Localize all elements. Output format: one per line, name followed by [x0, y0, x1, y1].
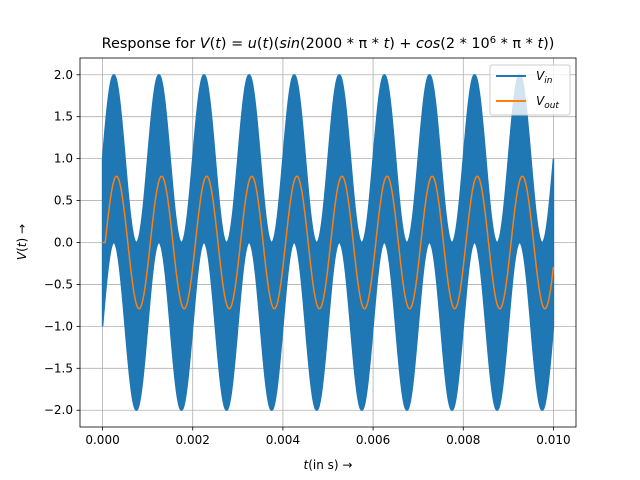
x-tick-label: 0.010 — [536, 433, 570, 447]
y-tick-label: 1.0 — [54, 152, 73, 166]
y-tick-label: 1.5 — [54, 110, 73, 124]
y-tick-label: −2.0 — [44, 403, 73, 417]
vin-line — [101, 74, 555, 411]
x-tick-label: 0.002 — [176, 433, 210, 447]
y-tick-label: −0.5 — [44, 277, 73, 291]
legend-box — [489, 64, 571, 116]
x-tick-label: 0.000 — [85, 433, 119, 447]
legend-vout-label: Vout — [536, 94, 559, 111]
vin-series — [101, 74, 555, 411]
y-tick-label: −1.5 — [44, 361, 73, 375]
y-tick-label: −1.0 — [44, 319, 73, 333]
y-axis-label: V(t) → — [15, 224, 29, 260]
x-axis-label: t(in s) → — [304, 458, 353, 472]
legend-vin-label: Vin — [536, 69, 553, 86]
vout-series — [102, 175, 555, 310]
y-axis: −2.0 −1.5 −1.0 −0.5 0.0 0.5 1.0 1.5 2.0 — [44, 68, 80, 417]
y-tick-label: 2.0 — [54, 68, 73, 82]
x-tick-label: 0.006 — [356, 433, 390, 447]
vout-line — [102, 175, 555, 310]
legend: Vin Vout — [489, 64, 571, 116]
x-tick-label: 0.008 — [446, 433, 480, 447]
chart-title: Response for V(t) = u(t)(sin(2000 * π * … — [102, 35, 555, 52]
y-tick-label: 0.0 — [54, 236, 73, 250]
y-tick-label: 0.5 — [54, 194, 73, 208]
x-tick-label: 0.004 — [266, 433, 300, 447]
x-axis: 0.000 0.002 0.004 0.006 0.008 0.010 — [85, 427, 571, 447]
